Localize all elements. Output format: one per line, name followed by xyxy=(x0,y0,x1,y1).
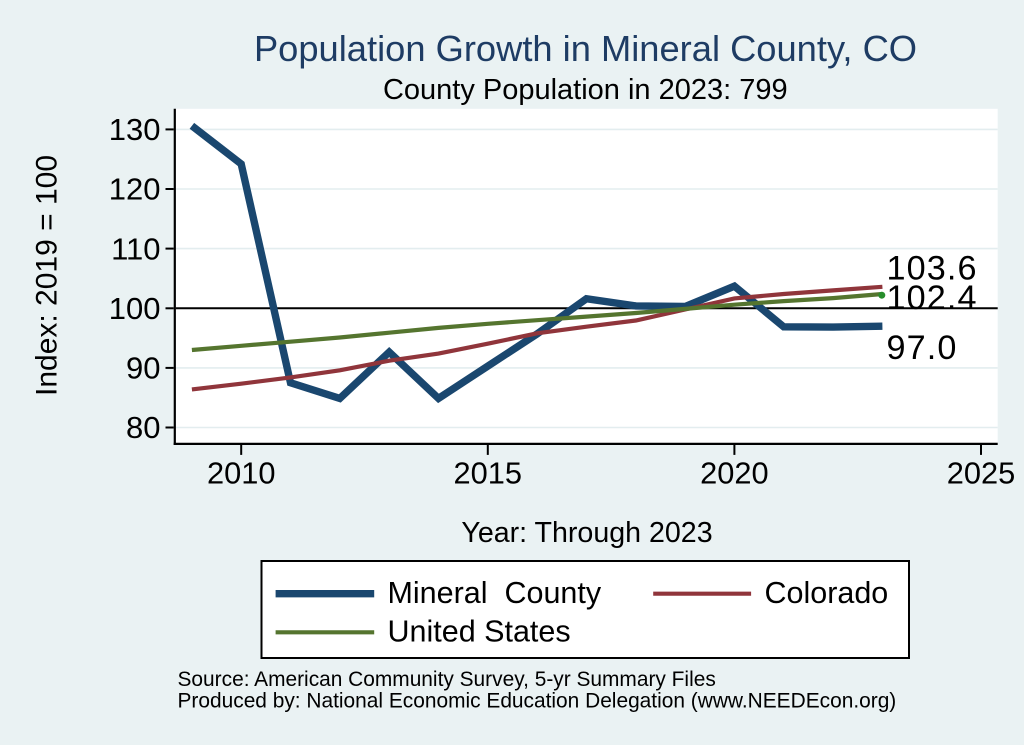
svg-text:Year: Through 2023: Year: Through 2023 xyxy=(461,517,712,549)
svg-text:2015: 2015 xyxy=(454,456,523,491)
svg-text:Mineral County: Mineral County xyxy=(388,576,602,610)
svg-text:County Population in 2023: 799: County Population in 2023: 799 xyxy=(383,74,788,106)
svg-text:110: 110 xyxy=(111,231,160,266)
svg-text:2010: 2010 xyxy=(207,456,276,491)
svg-text:100: 100 xyxy=(109,291,161,326)
svg-text:Index: 2019 = 100: Index: 2019 = 100 xyxy=(31,155,64,396)
svg-text:2025: 2025 xyxy=(947,456,1016,491)
svg-text:102.4: 102.4 xyxy=(887,279,978,317)
svg-text:Population Growth in Mineral C: Population Growth in Mineral County, CO xyxy=(254,28,917,69)
svg-text:80: 80 xyxy=(126,410,160,445)
svg-text:Produced by: National Economic: Produced by: National Economic Education… xyxy=(178,690,897,713)
svg-text:130: 130 xyxy=(109,112,161,147)
svg-text:120: 120 xyxy=(109,172,161,207)
svg-text:Colorado: Colorado xyxy=(765,576,889,610)
svg-text:97.0: 97.0 xyxy=(887,329,958,367)
svg-text:2020: 2020 xyxy=(700,456,769,491)
svg-text:103.6: 103.6 xyxy=(887,250,978,288)
svg-text:United States: United States xyxy=(388,615,571,649)
svg-text:Source: American Community Sur: Source: American Community Survey, 5-yr … xyxy=(178,668,716,691)
svg-text:90: 90 xyxy=(126,351,160,386)
